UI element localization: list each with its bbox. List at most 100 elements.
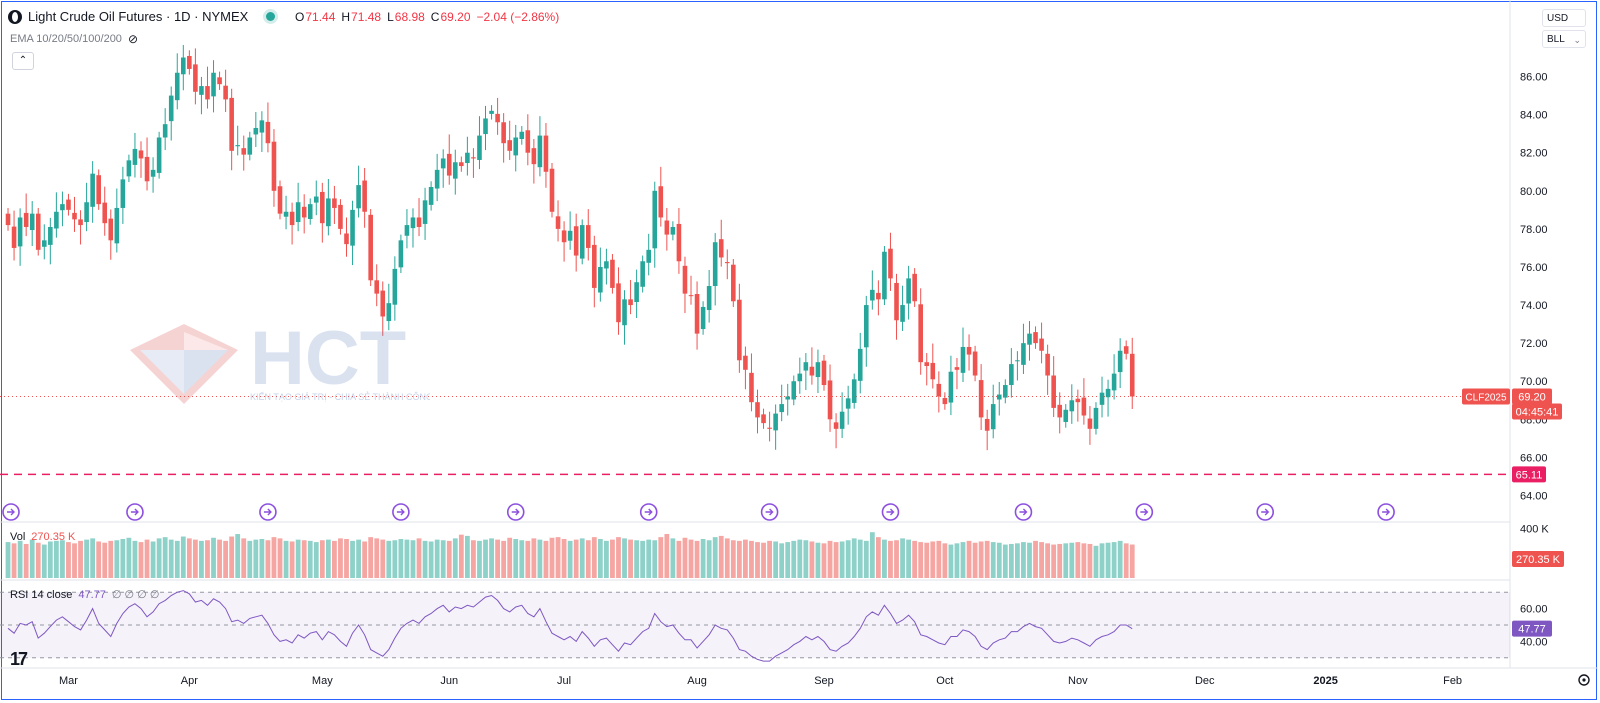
volume-bar xyxy=(17,540,23,578)
volume-bar xyxy=(23,543,29,578)
candle-body xyxy=(253,127,259,135)
volume-bar xyxy=(1014,543,1020,578)
volume-bar xyxy=(1057,543,1063,578)
candle-body xyxy=(821,360,827,386)
symbol-title[interactable]: Light Crude Oil Futures · 1D · NYMEX xyxy=(28,9,249,24)
volume-bar xyxy=(730,540,736,578)
candle-body xyxy=(857,348,863,381)
price-tick-label: 70.00 xyxy=(1520,376,1548,388)
volume-bar xyxy=(1117,540,1123,578)
candle-body xyxy=(235,145,241,147)
arrow-right-icon xyxy=(1019,508,1028,516)
candle-body xyxy=(422,200,428,224)
collapse-legend-button[interactable]: ⌃ xyxy=(12,52,34,70)
candle-body xyxy=(398,240,404,268)
change-value: −2.04 (−2.86%) xyxy=(476,10,560,24)
candle-body xyxy=(187,55,192,69)
candle-body xyxy=(700,306,706,330)
price-tick-label: 76.00 xyxy=(1520,262,1548,274)
arrow-right-icon xyxy=(765,508,774,516)
candle-body xyxy=(1021,343,1026,365)
volume-bar xyxy=(513,539,519,578)
volume-bar xyxy=(162,537,168,578)
volume-bar xyxy=(138,542,144,578)
candle-body xyxy=(1075,398,1081,403)
volume-bar xyxy=(664,534,670,578)
volume-bar xyxy=(404,539,410,578)
volume-bar xyxy=(555,537,561,578)
volume-bar xyxy=(549,537,555,578)
rsi-legend[interactable]: RSI 14 close 47.77 ∅ ∅ ∅ ∅ xyxy=(10,588,159,602)
volume-bar xyxy=(706,540,712,578)
symbol-header[interactable]: Light Crude Oil Futures · 1D · NYMEX xyxy=(8,9,276,24)
settings-gear-center xyxy=(1582,678,1586,682)
volume-bar xyxy=(90,538,96,578)
candle-body xyxy=(706,286,712,311)
settings-gear-icon[interactable] xyxy=(1578,674,1590,686)
candle-body xyxy=(84,202,89,223)
candle-body xyxy=(761,414,766,424)
time-tick-label: Feb xyxy=(1443,675,1462,687)
hidden-eye-icon[interactable]: ⊘ xyxy=(127,32,138,46)
candle-body xyxy=(610,259,615,288)
volume-bar xyxy=(192,539,198,578)
candle-body xyxy=(380,290,386,317)
volume-legend[interactable]: Vol 270.35 K xyxy=(10,531,75,543)
volume-bar xyxy=(1008,543,1014,578)
candle-body xyxy=(301,206,307,218)
candle-body xyxy=(283,211,289,217)
volume-bar xyxy=(634,540,640,578)
volume-bar xyxy=(779,543,785,578)
volume-bar xyxy=(827,540,833,578)
candle-body xyxy=(1087,418,1093,429)
volume-bar xyxy=(35,542,41,578)
candle-body xyxy=(271,141,277,191)
volume-bar xyxy=(1093,545,1099,578)
candle-body xyxy=(1117,350,1123,373)
candle-body xyxy=(948,371,954,403)
currency-select[interactable]: USD xyxy=(1542,9,1586,27)
volume-bar xyxy=(126,537,132,578)
candle-body xyxy=(682,265,688,294)
candle-body xyxy=(724,262,730,264)
volume-bar xyxy=(440,540,446,578)
ema-indicator[interactable]: EMA 10/20/50/100/200 ⊘ xyxy=(10,32,138,46)
candle-body xyxy=(217,77,222,85)
volume-bar xyxy=(168,539,174,578)
candle-body xyxy=(1081,397,1087,416)
candle-body xyxy=(912,273,917,302)
arrow-right-icon xyxy=(7,508,15,516)
volume-bar xyxy=(78,540,83,578)
candle-body xyxy=(755,402,760,418)
volume-bar xyxy=(585,540,591,578)
candle-body xyxy=(1129,353,1135,397)
candle-body xyxy=(519,131,525,140)
candle-body xyxy=(410,217,416,229)
candle-body xyxy=(664,220,670,235)
volume-bar xyxy=(313,542,319,578)
candle-body xyxy=(954,367,960,370)
price-tick-label: 80.00 xyxy=(1520,186,1548,198)
volume-bar xyxy=(483,539,488,578)
candle-body xyxy=(598,266,603,293)
volume-bar xyxy=(332,540,337,578)
candle-body xyxy=(362,180,367,212)
volume-bar xyxy=(622,538,627,578)
volume-bar xyxy=(410,540,416,578)
time-tick-label: Dec xyxy=(1195,675,1215,687)
close-value: 69.20 xyxy=(440,10,471,24)
tradingview-logo[interactable]: 17 xyxy=(10,649,28,669)
volume-bar xyxy=(875,537,881,578)
volume-bar xyxy=(990,542,996,578)
candle-body xyxy=(567,230,573,241)
candle-body xyxy=(96,175,101,205)
candle-body xyxy=(459,162,464,167)
volume-bar xyxy=(72,543,77,578)
candle-body xyxy=(5,213,11,226)
unit-select[interactable]: BLL ⌄ xyxy=(1542,30,1586,48)
candle-body xyxy=(465,152,470,164)
volume-bar xyxy=(223,540,229,578)
candle-body xyxy=(289,211,295,226)
volume-bar xyxy=(531,538,537,578)
